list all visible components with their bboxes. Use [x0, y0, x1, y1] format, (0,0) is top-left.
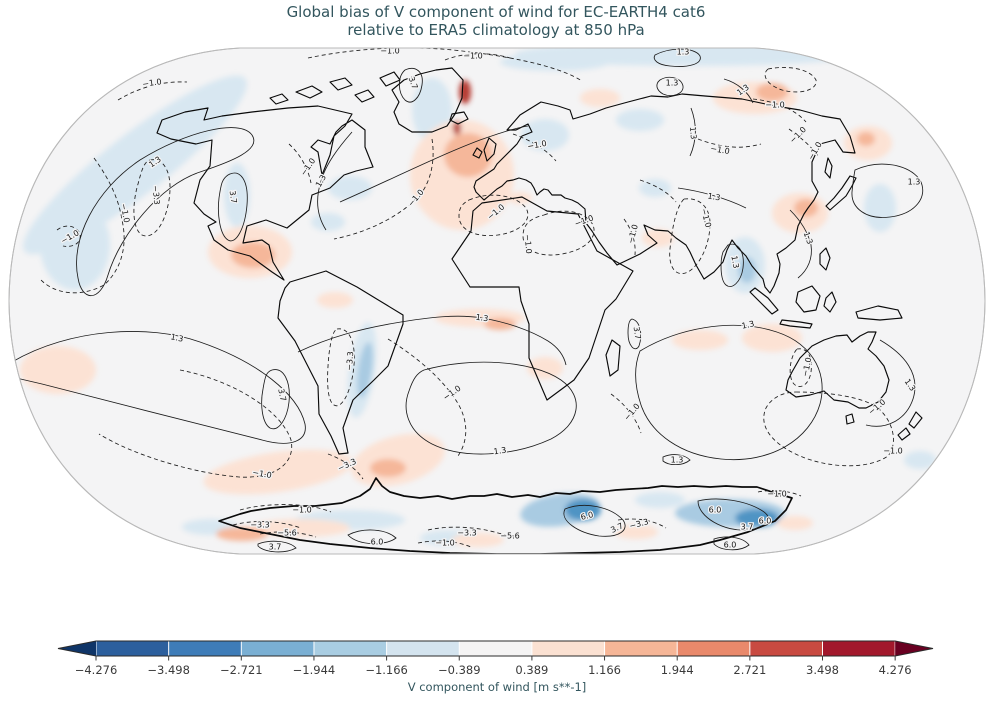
- globe-outline: [8, 47, 986, 555]
- contour-label: −1.0: [523, 234, 534, 254]
- contour-label: −1.0: [380, 47, 399, 56]
- contour-label: 1.3: [475, 313, 489, 324]
- title-line2: relative to ERA5 climatology at 850 hPa: [347, 21, 645, 39]
- colorbar-tick-label: 4.276: [879, 663, 912, 677]
- colorbar-segment: [169, 641, 241, 656]
- contour-label: −5.6: [277, 529, 296, 538]
- coast-new-zealand: [897, 411, 923, 441]
- contour-label: 1.3: [493, 446, 507, 457]
- colorbar-segment: [605, 641, 677, 656]
- colorbar-tick-label: −3.498: [147, 663, 190, 677]
- world-map: 1.3 3.7 1.3 1.3 3.7 1.3 3.7 1.3 1.3 1.3 1.3 1.3 1.3 1…: [8, 47, 986, 555]
- contour-label: 1.3: [908, 178, 921, 187]
- contour-label: −5.6: [500, 532, 519, 541]
- contour-label: 1.3: [170, 332, 184, 343]
- title-line1: Global bias of V component of wind for E…: [286, 3, 706, 21]
- contour-label: −1.0: [435, 539, 454, 548]
- coast-iceland: [449, 111, 469, 125]
- figure-title: Global bias of V component of wind for E…: [0, 3, 992, 39]
- contour-label: 6.0: [759, 517, 772, 526]
- coast-madagascar: [605, 339, 621, 377]
- contour-label: 3.7: [741, 523, 754, 532]
- colorbar-body: −4.276 −3.498 −2.721 −1.944 −1.166 −0.389 0.38…: [57, 640, 934, 677]
- coast-arctic-islands: [269, 71, 401, 105]
- contour-label: 1.3: [729, 255, 740, 269]
- colorbar-tick-label: 2.721: [733, 663, 766, 677]
- colorbar-segment: [677, 641, 750, 656]
- colorbar-tick-label: 3.498: [806, 663, 839, 677]
- colorbar-segment: [314, 641, 387, 656]
- colorbar-under-arrow: [58, 641, 96, 656]
- contour-label: −3.3: [345, 351, 356, 371]
- colorbar-label: V component of wind [m s**-1]: [408, 680, 587, 694]
- contour-label: 6.0: [724, 541, 737, 550]
- coast-africa: [451, 196, 634, 401]
- contour-label: 3.7: [228, 190, 239, 204]
- colorbar-segment: [459, 641, 532, 656]
- colorbar-tick-label: −1.944: [293, 663, 336, 677]
- colorbar-tick-label: −4.276: [75, 663, 118, 677]
- contour-label: 1.3: [677, 48, 690, 57]
- contour-label: 1.3: [741, 319, 755, 330]
- coast-british-isles: [472, 137, 497, 162]
- contours-positive: [11, 48, 924, 553]
- colorbar-segment: [96, 641, 169, 656]
- colorbar-tick-label: −0.389: [438, 663, 481, 677]
- contour-label: −1.0: [292, 506, 311, 515]
- colorbar-tick-label: −1.166: [365, 663, 408, 677]
- coast-eurasia: [473, 93, 856, 294]
- contour-label: 1.3: [666, 79, 679, 88]
- colorbar-tick-label: 1.166: [588, 663, 621, 677]
- coast-japan: [824, 157, 857, 211]
- colorbar: −4.276 −3.498 −2.721 −1.944 −1.166 −0.389 0.38…: [57, 640, 934, 694]
- contour-label: 3.7: [276, 388, 287, 402]
- contour-label: 6.0: [709, 506, 722, 515]
- colorbar-over-arrow: [895, 641, 933, 656]
- coast-south-america: [277, 270, 404, 455]
- contour-label: 1.3: [688, 126, 698, 139]
- contour-label: −1.0: [463, 52, 482, 61]
- colorbar-segment: [823, 641, 895, 656]
- contour-label: −1.0: [765, 101, 784, 110]
- colorbar-segment: [532, 641, 605, 656]
- contour-label: 1.3: [707, 191, 721, 202]
- contours-negative: [39, 48, 894, 548]
- colorbar-segment: [750, 641, 822, 656]
- contour-label: −1.0: [767, 490, 786, 499]
- colorbar-tick-label: 1.944: [661, 663, 694, 677]
- contour-label: −3.3: [250, 521, 269, 530]
- contour-label: −1.0: [142, 77, 163, 89]
- colorbar-segment: [387, 641, 459, 656]
- contour-label: 6.0: [371, 538, 384, 547]
- coast-se-asia-islands: [749, 247, 903, 329]
- coast-greenland: [391, 67, 464, 133]
- coast-north-america: [156, 105, 374, 281]
- colorbar-tick-label: 0.389: [515, 663, 548, 677]
- contour-label: −3.3: [457, 529, 476, 538]
- contour-label: −1.0: [883, 447, 902, 456]
- bias-shading: [20, 48, 936, 547]
- colorbar-tick-label: −2.721: [220, 663, 263, 677]
- coast-australia: [785, 331, 890, 425]
- contour-label: 3.7: [632, 326, 643, 340]
- contour-label: −3.3: [151, 185, 162, 205]
- colorbar-segment: [241, 641, 314, 656]
- contour-label: 3.7: [269, 543, 282, 552]
- contour-label: 1.3: [671, 456, 684, 465]
